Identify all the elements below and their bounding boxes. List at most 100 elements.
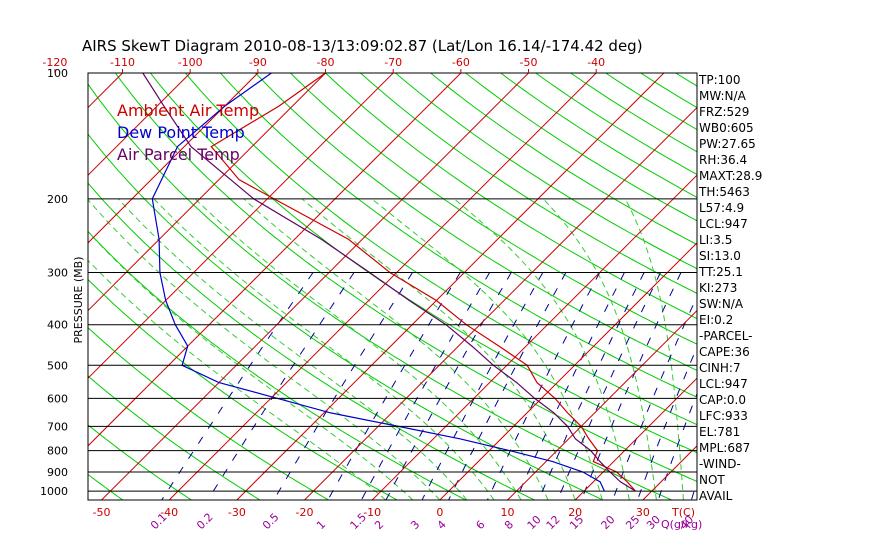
mixing-ratio-line	[161, 272, 314, 500]
dry-adiabat	[88, 473, 124, 500]
mixing-ratio-tick-label: 12	[544, 513, 563, 532]
isotherm	[88, 73, 462, 447]
dry-adiabats	[88, 73, 697, 500]
dry-adiabat	[395, 73, 697, 270]
moist-adiabat	[624, 198, 684, 500]
top-tick-label: -50	[520, 56, 538, 69]
pressure-axis: 100 200 300 400 500 600 700 800 900 1000	[40, 67, 68, 498]
info-panel-item: WB0:605	[699, 121, 754, 135]
isotherm	[371, 174, 697, 500]
bottom-tick-label: -40	[160, 506, 178, 519]
moist-adiabat	[194, 198, 522, 500]
dry-adiabat	[88, 326, 329, 500]
mixing-ratio-line	[207, 272, 355, 500]
moist-adiabat	[88, 231, 414, 500]
isotherm	[0, 73, 55, 500]
mixing-ratio-tick-label: 0.2	[194, 511, 216, 533]
pressure-tick-label: 900	[47, 466, 68, 479]
mixing-ratio-line	[385, 272, 512, 500]
isotherm	[88, 73, 123, 109]
mixing-ratio-axis-label: Q(g/kg)	[661, 518, 702, 531]
plot-area	[0, 72, 870, 501]
info-panel-item: KI:273	[699, 281, 737, 295]
bottom-tick-label: -30	[228, 506, 246, 519]
moist-adiabat	[153, 198, 495, 500]
top-tick-label: -110	[110, 56, 135, 69]
info-panel-item: TT:25.1	[698, 265, 743, 279]
bottom-tick-label: -20	[296, 506, 314, 519]
isotherm	[168, 73, 597, 500]
mixing-ratio-tick-label: 6	[473, 518, 487, 532]
pressure-tick-label: 300	[47, 267, 68, 280]
dry-adiabat	[88, 182, 535, 500]
top-temp-axis: -120 -110 -100 -90 -80 -70 -60 -50 -40	[42, 56, 605, 73]
dry-adiabat	[220, 73, 697, 398]
mixing-ratio-tick-label: 4	[435, 518, 449, 532]
info-panel-item: TP:100	[698, 73, 741, 87]
pressure-tick-label: 1000	[40, 485, 68, 498]
dry-adiabat	[88, 375, 261, 500]
isotherm	[778, 73, 870, 500]
isotherm	[88, 73, 259, 244]
info-panel-item: -WIND-	[699, 457, 741, 471]
dry-adiabat	[88, 133, 604, 500]
legend-parcel: Air Parcel Temp	[117, 145, 240, 164]
dry-adiabat	[325, 73, 697, 320]
bottom-temp-axis: -50 -40 -30 -20 -10 0 10 20 30	[93, 506, 650, 519]
top-tick-label: -100	[178, 56, 203, 69]
info-panel-item: CAPE:36	[699, 345, 750, 359]
isotherm	[574, 377, 697, 500]
moist-adiabat	[243, 198, 549, 500]
moist-adiabat	[301, 198, 576, 500]
mixing-ratio-line	[557, 272, 661, 500]
mixing-ratio-tick-label: 1	[314, 518, 328, 532]
pressure-tick-label: 400	[47, 319, 68, 332]
info-panel-item: CINH:7	[699, 361, 741, 375]
dry-adiabat	[185, 73, 697, 426]
series-line-ambient-air-temp	[210, 73, 636, 492]
info-panel-item: AVAIL	[699, 489, 733, 503]
isotherm	[236, 73, 665, 500]
isotherm	[88, 73, 394, 379]
dry-adiabat	[255, 73, 697, 371]
mixing-ratio-line	[327, 272, 461, 500]
top-tick-label: -40	[587, 56, 605, 69]
series-line-air-parcel-temp	[142, 73, 636, 492]
mixing-ratio-tick-label: 20	[599, 513, 618, 532]
dry-adiabat	[88, 424, 192, 500]
bottom-tick-label: -10	[363, 506, 381, 519]
info-panel-item: SW:N/A	[699, 297, 744, 311]
mixing-ratio-tick-label: 0.5	[260, 511, 282, 533]
pressure-tick-label: 500	[47, 359, 68, 372]
bottom-tick-label: 0	[436, 506, 443, 519]
mixing-ratio-line	[421, 272, 544, 500]
moist-adiabats	[88, 198, 684, 500]
mixing-ratio-tick-label: 10	[525, 513, 544, 532]
top-tick-label: -120	[42, 56, 67, 69]
isotherm	[507, 309, 697, 500]
info-panel-item: SI:13.0	[699, 249, 741, 263]
legend-dewpoint: Dew Point Temp	[117, 123, 245, 142]
info-panel-item: L57:4.9	[699, 201, 744, 215]
info-panel-item: LI:3.5	[699, 233, 732, 247]
isotherm	[304, 106, 697, 500]
top-tick-label: -80	[317, 56, 335, 69]
info-panel-item: MPL:687	[699, 441, 750, 455]
pressure-tick-label: 800	[47, 445, 68, 458]
isotherm	[88, 73, 191, 176]
pressure-tick-label: 600	[47, 392, 68, 405]
dry-adiabat	[88, 278, 398, 500]
info-panel-item: -PARCEL-	[699, 329, 753, 343]
info-panel-item: FRZ:529	[699, 105, 749, 119]
isotherm	[101, 73, 529, 500]
plot-frame	[87, 72, 698, 501]
isobars	[88, 198, 697, 492]
mixing-ratio-line	[637, 345, 697, 500]
isotherm	[846, 73, 870, 500]
info-panel: TP:100 MW:N/A FRZ:529 WB0:605 PW:27.65 RH:36.…	[698, 73, 762, 503]
top-tick-label: -70	[384, 56, 402, 69]
mixing-ratio-line	[448, 272, 567, 500]
bottom-tick-label: 30	[636, 506, 650, 519]
plot-clip-group	[0, 73, 870, 500]
dry-adiabat	[360, 73, 697, 294]
